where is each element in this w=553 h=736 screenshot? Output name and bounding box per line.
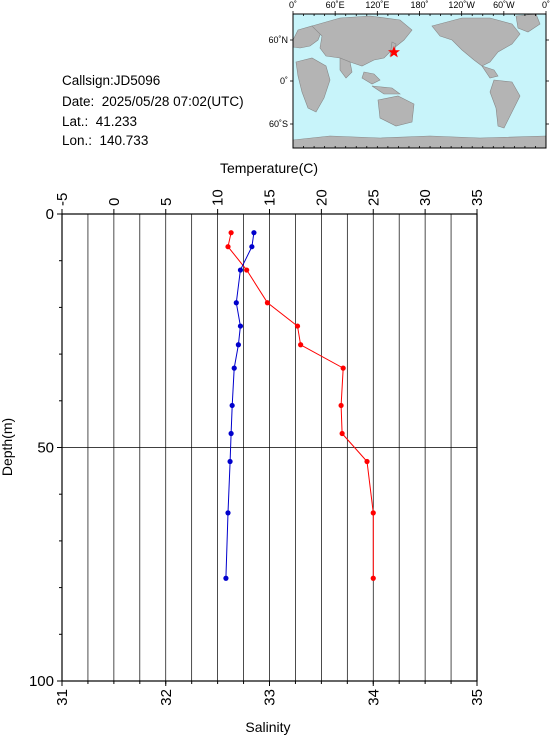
callsign-text: Callsign:JD5096 (62, 73, 161, 88)
temperature-point (340, 365, 346, 371)
y-axis-title: Depth(m) (0, 418, 15, 476)
top-tick-label: 25 (365, 189, 382, 206)
salinity-point (225, 510, 231, 516)
top-tick-label: 20 (313, 189, 330, 206)
map-latitude-label: 60˚S (269, 119, 288, 129)
top-tick-label: 30 (417, 189, 434, 206)
map-longitude-label: 0˚ (542, 0, 550, 10)
bottom-tick-label: 31 (54, 689, 71, 706)
salinity-point (235, 342, 241, 348)
top-tick-label: 15 (262, 189, 279, 206)
salinity-point (223, 575, 229, 581)
temperature-point (244, 267, 250, 273)
salinity-point (249, 244, 255, 250)
bottom-tick-label: 35 (469, 689, 486, 706)
y-tick-label: 100 (29, 673, 54, 690)
salinity-point (229, 402, 235, 409)
salinity-point (237, 323, 244, 329)
salinity-point (228, 430, 234, 437)
map-longitude-label: 0˚ (289, 0, 297, 10)
map-land (292, 13, 547, 149)
temperature-point (364, 458, 370, 465)
temperature-point (264, 300, 271, 306)
top-tick-label: 10 (210, 189, 227, 206)
temperature-point (294, 323, 301, 329)
salinity-point (251, 230, 257, 236)
latitude-text: Lat.: 41.233 (62, 114, 138, 129)
longitude-text: Lon.: 140.733 (62, 133, 149, 148)
salinity-point (227, 458, 233, 465)
salinity-point (233, 300, 239, 306)
top-tick-label: 0 (106, 198, 123, 206)
map-longitude-label: 120˚E (365, 0, 389, 10)
top-tick-label: -5 (54, 193, 71, 206)
y-tick-label: 50 (37, 440, 54, 457)
map-longitude-label: 60˚E (326, 0, 345, 10)
map-longitude-label: 120˚W (448, 0, 475, 10)
map-latitude-label: 60˚N (268, 35, 288, 45)
top-axis-title: Temperature(C) (220, 160, 318, 176)
bottom-tick-label: 34 (365, 689, 382, 706)
temperature-point (339, 430, 345, 437)
salinity-line (225, 232, 255, 579)
salinity-series (223, 230, 257, 581)
salinity-point (237, 267, 244, 273)
y-tick-label: 0 (46, 206, 54, 223)
salinity-point (231, 365, 237, 371)
bottom-tick-label: 32 (158, 689, 175, 706)
temperature-series (225, 230, 376, 581)
top-tick-label: 35 (469, 189, 486, 206)
world-map: 0˚ 60˚E 120˚E 180˚ 120˚W 60˚W 0˚ 60˚N 0˚ 60˚S (268, 0, 550, 149)
temperature-point (370, 575, 376, 581)
bottom-axis-title: Salinity (245, 719, 290, 735)
temperature-point (370, 510, 376, 516)
map-longitude-label: 180˚ (410, 0, 428, 10)
grid (62, 214, 477, 681)
temperature-point (338, 402, 344, 409)
temperature-line (227, 232, 374, 579)
temperature-point (298, 342, 304, 348)
bottom-tick-label: 33 (262, 689, 279, 706)
station-marker-star (388, 46, 400, 58)
temperature-point (225, 244, 231, 250)
temperature-point (228, 230, 234, 236)
map-latitude-label: 0˚ (280, 76, 288, 86)
date-text: Date: 2025/05/28 07:02(UTC) (62, 94, 244, 109)
top-tick-label: 5 (158, 198, 175, 206)
map-longitude-label: 60˚W (493, 0, 515, 10)
